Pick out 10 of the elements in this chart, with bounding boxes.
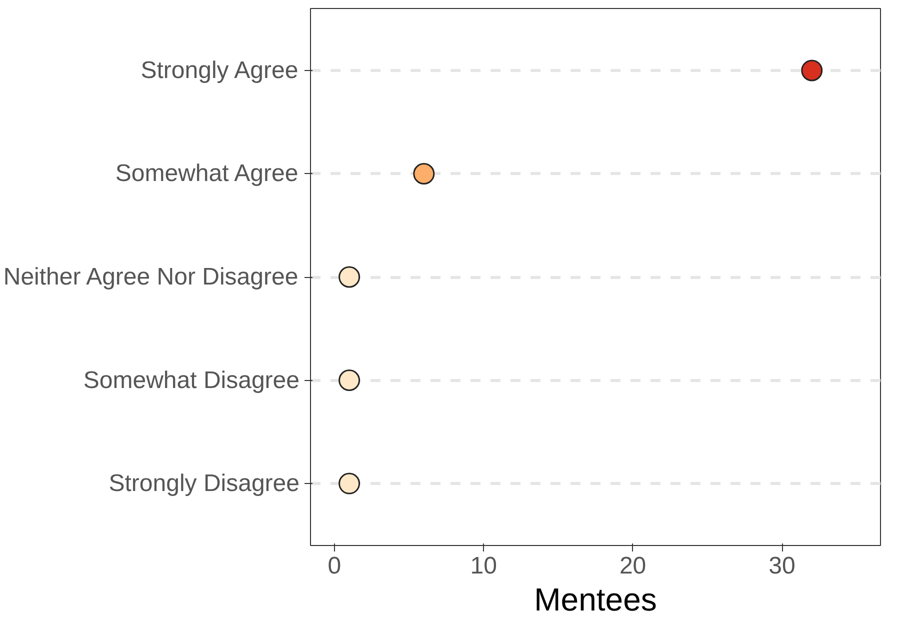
x-axis-title: Mentees bbox=[534, 582, 657, 618]
y-tick-label: Somewhat Agree bbox=[115, 160, 298, 188]
y-tick-label: Strongly Disagree bbox=[108, 470, 300, 498]
y-tick-label: Somewhat Disagree bbox=[83, 366, 300, 394]
x-tick-label: 10 bbox=[470, 552, 497, 580]
x-tick-label: 0 bbox=[328, 552, 342, 580]
x-tick-label: 30 bbox=[768, 552, 796, 580]
y-tick-label: Strongly Agree bbox=[140, 56, 298, 84]
y-tick-label: Neither Agree Nor Disagree bbox=[3, 264, 298, 290]
x-tick-label: 20 bbox=[619, 552, 646, 580]
